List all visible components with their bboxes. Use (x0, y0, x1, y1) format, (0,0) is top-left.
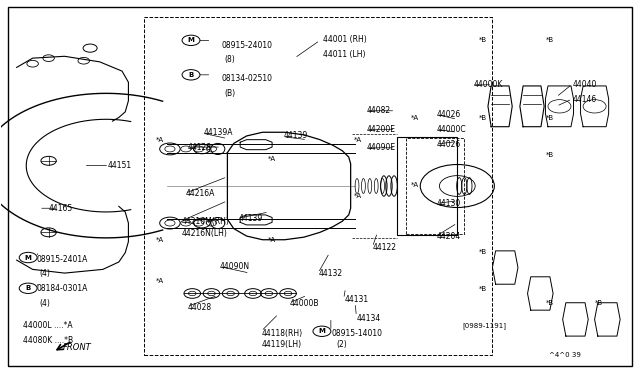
Circle shape (19, 252, 37, 263)
Text: *A: *A (156, 278, 164, 284)
Text: 44122: 44122 (373, 243, 397, 252)
Text: 44204: 44204 (437, 232, 461, 241)
Text: *A: *A (412, 182, 419, 188)
Text: *B: *B (478, 248, 486, 254)
Text: M: M (188, 37, 195, 44)
Text: B: B (188, 72, 194, 78)
Text: 44130: 44130 (437, 199, 461, 208)
Text: (2): (2) (336, 340, 347, 349)
Text: 44090E: 44090E (367, 143, 396, 152)
Text: 44128: 44128 (188, 142, 212, 151)
Text: 44026: 44026 (437, 110, 461, 119)
Text: ^4^0 39: ^4^0 39 (548, 352, 580, 358)
Text: 44146: 44146 (573, 95, 597, 104)
Text: M: M (25, 254, 31, 260)
Text: 08184-0301A: 08184-0301A (36, 284, 88, 293)
Text: *B: *B (545, 115, 554, 121)
Text: 44000B: 44000B (290, 299, 319, 308)
Text: *A: *A (354, 193, 362, 199)
Text: *A: *A (156, 237, 164, 244)
Circle shape (19, 283, 37, 294)
Text: [0989-1191]: [0989-1191] (463, 323, 506, 329)
Text: *A: *A (268, 156, 276, 162)
Text: (8): (8) (224, 55, 235, 64)
Text: 44165: 44165 (49, 204, 73, 213)
Text: *B: *B (545, 152, 554, 158)
Text: M: M (319, 328, 325, 334)
Text: 44026: 44026 (437, 140, 461, 149)
Text: *B: *B (545, 301, 554, 307)
Text: B: B (26, 285, 31, 291)
Text: (4): (4) (39, 269, 50, 278)
Text: 44118(RH): 44118(RH) (261, 328, 302, 338)
Text: *B: *B (595, 301, 603, 307)
Text: 44139: 44139 (239, 214, 263, 223)
Text: *B: *B (545, 37, 554, 44)
Text: 44090N: 44090N (220, 262, 250, 271)
Bar (145, 17, 492, 355)
Text: *A: *A (268, 237, 276, 244)
Text: *B: *B (478, 286, 486, 292)
Text: 44011 (LH): 44011 (LH) (323, 50, 365, 59)
Circle shape (182, 35, 200, 45)
Bar (406, 138, 464, 234)
Bar (397, 137, 458, 235)
Text: *A: *A (354, 137, 362, 144)
Text: 44216N(LH): 44216N(LH) (181, 228, 227, 238)
Circle shape (313, 326, 331, 336)
Text: *B: *B (478, 37, 486, 44)
Text: 44151: 44151 (108, 161, 132, 170)
Text: (4): (4) (39, 299, 50, 308)
Text: 44200E: 44200E (367, 125, 396, 134)
Text: FRONT: FRONT (63, 343, 92, 352)
Text: 44000K: 44000K (473, 80, 502, 89)
Text: *A: *A (412, 115, 419, 121)
Text: 44131: 44131 (344, 295, 369, 304)
Text: 44000C: 44000C (437, 125, 467, 134)
Text: (B): (B) (224, 89, 236, 98)
Text: 44080K ....*B: 44080K ....*B (23, 336, 73, 345)
Text: 44119(LH): 44119(LH) (261, 340, 301, 349)
Text: *B: *B (478, 115, 486, 121)
Text: 44134: 44134 (357, 314, 381, 323)
Text: 08915-24010: 08915-24010 (221, 41, 272, 50)
Text: 44139: 44139 (284, 131, 308, 141)
Text: 08915-14010: 08915-14010 (332, 328, 383, 338)
Text: 44028: 44028 (188, 303, 212, 312)
Text: 08134-02510: 08134-02510 (221, 74, 272, 83)
Text: *A: *A (156, 137, 164, 144)
Text: 44000L ....*A: 44000L ....*A (23, 321, 73, 330)
Text: 44040: 44040 (573, 80, 597, 89)
Circle shape (182, 70, 200, 80)
Text: 08915-2401A: 08915-2401A (36, 254, 88, 263)
Text: 44001 (RH): 44001 (RH) (323, 35, 367, 44)
Text: 44082: 44082 (367, 106, 391, 115)
Text: 44132: 44132 (319, 269, 343, 278)
Text: 44216M(RH): 44216M(RH) (181, 217, 229, 226)
Text: 44139A: 44139A (204, 128, 233, 137)
Text: 44216A: 44216A (186, 189, 215, 198)
